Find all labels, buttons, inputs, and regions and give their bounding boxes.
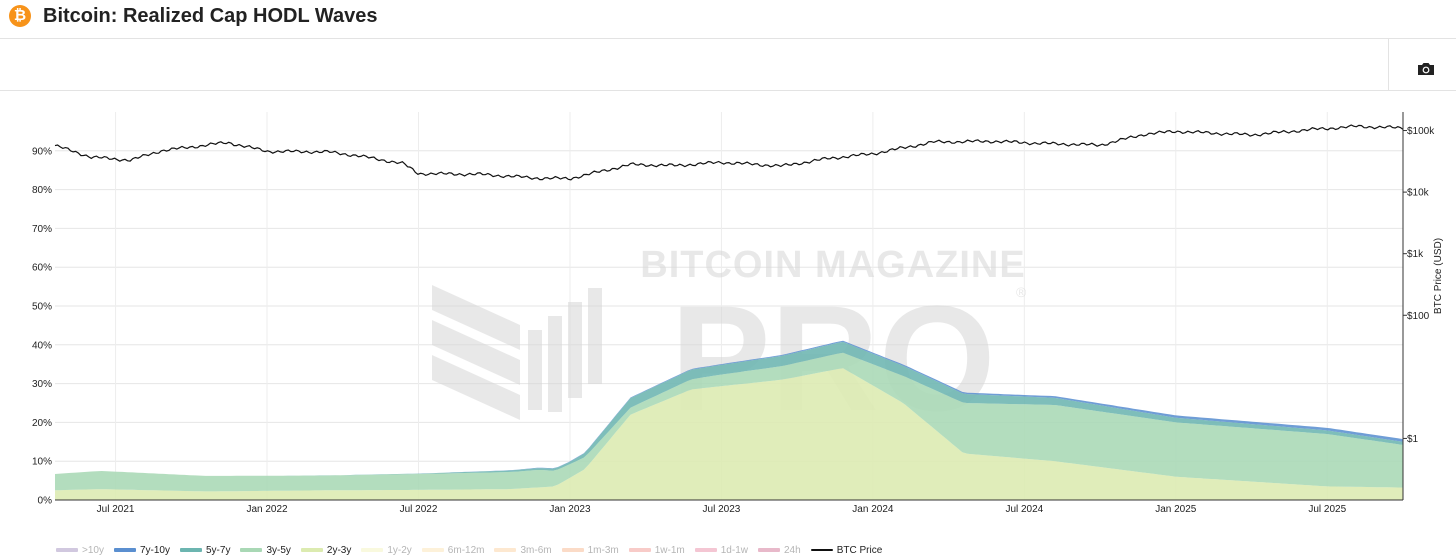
x-tick: Jul 2021 [97, 504, 135, 515]
area-5y-7y [55, 341, 1403, 476]
legend-label: 6m-12m [447, 544, 485, 556]
legend-label: BTC Price [836, 544, 883, 556]
legend-label: 24h [784, 544, 801, 556]
y-tick-right: $100k [1407, 126, 1435, 137]
legend-swatch [561, 548, 584, 552]
camera-icon[interactable] [1416, 61, 1436, 77]
y-tick-left: 50% [32, 302, 52, 313]
legend-item-7y-10y[interactable]: 7y-10y [113, 543, 170, 557]
legend-swatch [810, 549, 833, 551]
legend-label: 3m-6m [520, 544, 552, 556]
x-tick: Jan 2025 [1155, 504, 1197, 515]
y-tick-left: 0% [38, 496, 53, 507]
y-tick-left: 80% [32, 185, 52, 196]
y-tick-left: 70% [32, 224, 52, 235]
x-tick: Jul 2025 [1308, 504, 1346, 515]
x-tick: Jan 2022 [246, 504, 288, 515]
legend-item-1w-1m[interactable]: 1w-1m [628, 543, 685, 557]
legend-item-1d-1w[interactable]: 1d-1w [694, 543, 748, 557]
x-tick: Jan 2023 [549, 504, 591, 515]
legend-label: 1m-3m [587, 544, 619, 556]
legend-item-5y-7y[interactable]: 5y-7y [179, 543, 231, 557]
legend-item-1m-3m[interactable]: 1m-3m [561, 543, 619, 557]
watermark-registered: ® [1016, 284, 1027, 300]
y-tick-left: 40% [32, 340, 52, 351]
legend-item--10y[interactable]: >10y [56, 543, 104, 557]
legend-item-3y-5y[interactable]: 3y-5y [240, 543, 291, 557]
y-tick-right: $1 [1407, 434, 1419, 445]
legend-label: 1w-1m [654, 544, 685, 556]
y-tick-left: 30% [32, 379, 52, 390]
legend-label: 1d-1w [720, 544, 748, 556]
chart-header: ₿ Bitcoin: Realized Cap HODL Waves [0, 0, 1456, 39]
area-3y-5y [55, 352, 1403, 492]
bitcoin-logo-icon: ₿ [9, 5, 31, 27]
legend-swatch [56, 548, 78, 552]
y-tick-right: $1k [1407, 249, 1424, 260]
legend-swatch [494, 548, 517, 552]
page-title: Bitcoin: Realized Cap HODL Waves [43, 5, 378, 27]
y-tick-right: $100 [1407, 311, 1430, 322]
x-tick: Jul 2024 [1005, 504, 1043, 515]
legend-swatch [694, 548, 717, 552]
legend-label: >10y [82, 544, 104, 556]
watermark-line1: BITCOIN MAGAZINE [640, 244, 1025, 286]
legend-item-1y-2y[interactable]: 1y-2y [361, 543, 412, 557]
y-tick-right: $10k [1407, 188, 1430, 199]
chart-legend: >10y 7y-10y 5y-7y 3y-5y 2y-3y 1y-2y 6m-12m 3m-6… [56, 543, 892, 557]
legend-item-6m-12m[interactable]: 6m-12m [421, 543, 485, 557]
legend-swatch [240, 548, 263, 552]
legend-item-3m-6m[interactable]: 3m-6m [494, 543, 552, 557]
legend-label: 7y-10y [139, 544, 170, 556]
y-tick-left: 20% [32, 418, 52, 429]
legend-swatch [421, 548, 444, 552]
legend-swatch [113, 548, 136, 552]
area-2y-3y [55, 368, 1403, 500]
legend-swatch [758, 548, 780, 552]
legend-item-2y-3y[interactable]: 2y-3y [300, 543, 352, 557]
legend-swatch [300, 548, 323, 552]
toolbar-divider [1388, 39, 1389, 90]
legend-swatch [361, 548, 384, 552]
legend-item-24h[interactable]: 24h [758, 543, 801, 557]
legend-swatch [179, 548, 202, 552]
btc-price-line [54, 124, 1404, 181]
chart-toolbar [0, 39, 1456, 91]
legend-item-btc-price[interactable]: BTC Price [810, 543, 883, 557]
hodl-waves-chart: BITCOIN MAGAZINE PRO ® 0%10%20%30%40%50%… [32, 112, 1444, 515]
watermark-logo-icon [432, 285, 602, 420]
legend-label: 3y-5y [266, 544, 291, 556]
x-tick: Jul 2022 [400, 504, 438, 515]
y-axis-label-right: BTC Price (USD) [1433, 238, 1444, 314]
axes: 0% 10% 20% 30% 40% 50% 60% 70% 80% 90% Jul 2021 Jan… [32, 112, 1444, 515]
y-tick-left: 90% [32, 146, 52, 157]
legend-label: 1y-2y [387, 544, 412, 556]
price-line-layer [54, 124, 1404, 181]
stacked-areas [55, 340, 1403, 500]
x-tick: Jan 2024 [852, 504, 894, 515]
y-tick-left: 10% [32, 457, 52, 468]
legend-swatch [628, 548, 651, 552]
y-tick-left: 60% [32, 263, 52, 274]
legend-label: 5y-7y [205, 544, 231, 556]
x-tick: Jul 2023 [703, 504, 741, 515]
legend-label: 2y-3y [326, 544, 352, 556]
